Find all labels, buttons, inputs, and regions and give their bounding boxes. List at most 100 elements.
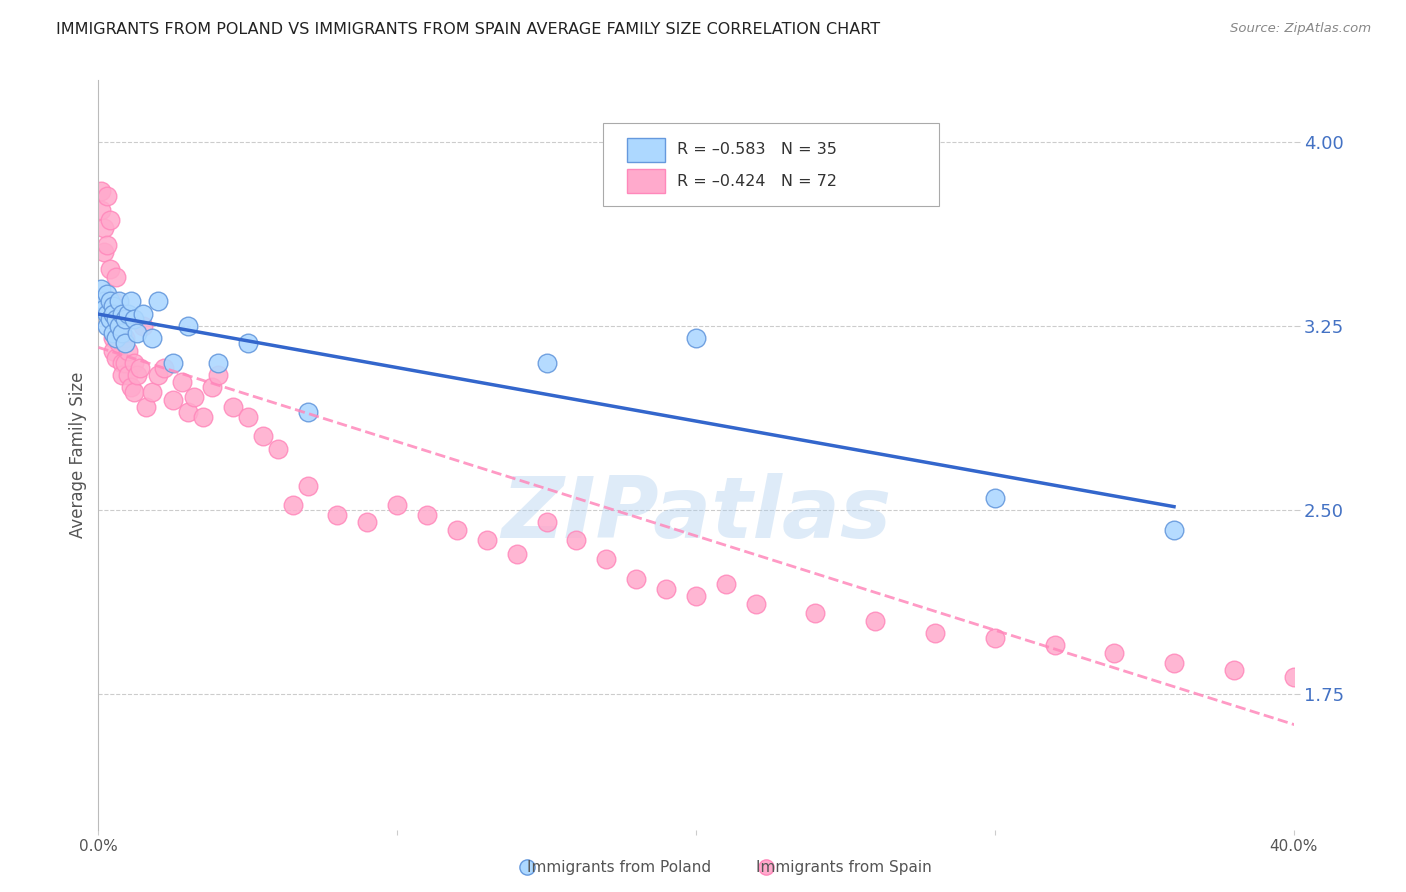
Point	[93, 294, 115, 309]
Point	[93, 245, 115, 260]
Point	[207, 356, 229, 370]
Point	[595, 552, 617, 566]
Point	[117, 343, 139, 358]
Point	[111, 307, 134, 321]
Point	[207, 368, 229, 382]
Point	[506, 548, 529, 562]
Point	[90, 184, 112, 198]
Point	[626, 572, 648, 586]
Point	[114, 356, 136, 370]
Point	[565, 533, 588, 547]
Point	[120, 380, 142, 394]
Point	[114, 336, 136, 351]
Point	[103, 294, 125, 309]
Point	[924, 626, 946, 640]
Point	[108, 336, 131, 351]
Point	[114, 311, 136, 326]
Point	[536, 516, 558, 530]
Point	[183, 390, 205, 404]
Text: Immigrants from Poland: Immigrants from Poland	[527, 860, 710, 874]
Point	[984, 631, 1007, 645]
Point	[127, 368, 149, 382]
Point	[297, 478, 319, 492]
Text: IMMIGRANTS FROM POLAND VS IMMIGRANTS FROM SPAIN AVERAGE FAMILY SIZE CORRELATION : IMMIGRANTS FROM POLAND VS IMMIGRANTS FRO…	[56, 22, 880, 37]
Point	[516, 860, 538, 874]
Point	[236, 336, 259, 351]
Point	[105, 311, 128, 326]
Point	[172, 376, 194, 390]
Point	[297, 405, 319, 419]
Point	[90, 282, 112, 296]
Point	[103, 299, 125, 313]
Point	[1343, 675, 1365, 690]
Point	[98, 294, 122, 309]
Text: Source: ZipAtlas.com: Source: ZipAtlas.com	[1230, 22, 1371, 36]
Point	[90, 203, 112, 218]
Point	[129, 360, 152, 375]
Point	[93, 301, 115, 316]
Point	[98, 213, 122, 227]
Point	[98, 262, 122, 277]
Point	[124, 311, 146, 326]
Point	[98, 311, 122, 326]
Point	[1104, 646, 1126, 660]
Point	[865, 614, 887, 628]
Point	[984, 491, 1007, 505]
Point	[162, 356, 184, 370]
Point	[177, 405, 200, 419]
Point	[1163, 523, 1185, 537]
Point	[96, 188, 118, 202]
Point	[685, 331, 707, 345]
Point	[356, 516, 378, 530]
Point	[252, 429, 274, 443]
Point	[117, 368, 139, 382]
Point	[153, 360, 176, 375]
Point	[93, 220, 115, 235]
Point	[326, 508, 349, 522]
Text: Immigrants from Spain: Immigrants from Spain	[756, 860, 932, 874]
Point	[132, 307, 155, 321]
Point	[96, 307, 118, 321]
Point	[103, 331, 125, 345]
Point	[755, 860, 778, 874]
Point	[191, 409, 214, 424]
Point	[103, 326, 125, 341]
Point	[148, 294, 170, 309]
Y-axis label: Average Family Size: Average Family Size	[69, 372, 87, 538]
Point	[111, 326, 134, 341]
Point	[385, 498, 409, 512]
Point	[120, 294, 142, 309]
Point	[108, 294, 131, 309]
Point	[1043, 638, 1066, 652]
Point	[536, 356, 558, 370]
Point	[127, 326, 149, 341]
Point	[201, 380, 224, 394]
Point	[446, 523, 468, 537]
Point	[714, 577, 737, 591]
Point	[108, 318, 131, 333]
Bar	[627, 169, 665, 194]
Text: ZIPatlas: ZIPatlas	[501, 474, 891, 557]
Point	[111, 356, 134, 370]
Point	[132, 318, 155, 333]
Point	[103, 307, 125, 321]
Point	[103, 343, 125, 358]
Point	[685, 589, 707, 603]
Point	[96, 318, 118, 333]
Point	[96, 238, 118, 252]
Point	[141, 385, 163, 400]
Bar	[627, 138, 665, 162]
Point	[105, 331, 128, 345]
Point	[111, 368, 134, 382]
Point	[267, 442, 290, 456]
Point	[804, 607, 827, 621]
Point	[236, 409, 259, 424]
Point	[105, 269, 128, 284]
Point	[124, 356, 146, 370]
Point	[222, 400, 245, 414]
Point	[1163, 656, 1185, 670]
Point	[105, 351, 128, 365]
Point	[475, 533, 498, 547]
FancyBboxPatch shape	[603, 123, 939, 206]
Point	[105, 311, 128, 326]
